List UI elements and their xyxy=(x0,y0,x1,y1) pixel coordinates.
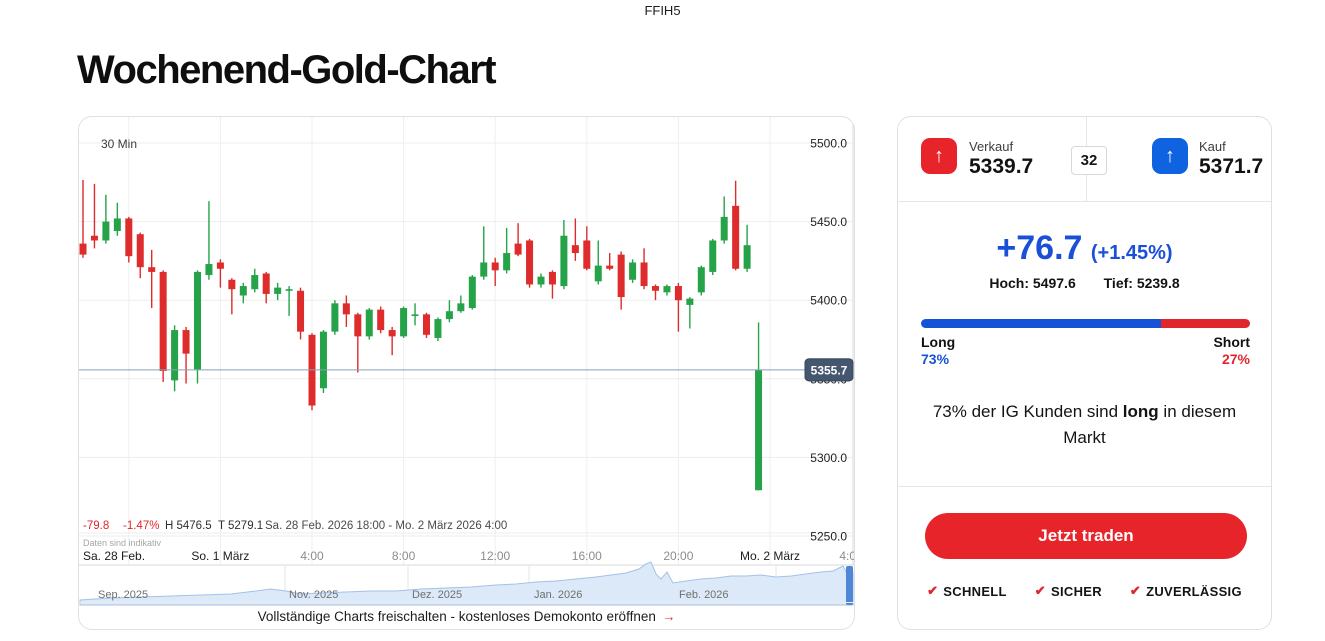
sentiment-sentence: 73% der IG Kunden sind long in diesem Ma… xyxy=(922,399,1247,451)
chart-stat: Sa. 28 Feb. 2026 18:00 - Mo. 2 März 2026… xyxy=(265,520,507,532)
buy-button[interactable]: ↑ xyxy=(1152,138,1188,174)
check-icon: ✔ xyxy=(1129,583,1142,598)
sentiment-percentages: 73% 27% xyxy=(921,351,1250,367)
sell-label: Verkauf xyxy=(969,139,1014,154)
deal-ticket: ↑ Verkauf 5339.7 32 ↑ Kauf 5371.7 +76.7 … xyxy=(897,116,1272,630)
page-title: Wochenend-Gold-Chart xyxy=(77,48,497,92)
navigator-handle[interactable] xyxy=(846,566,853,605)
short-segment xyxy=(1161,319,1250,328)
low-value: Tief: 5239.8 xyxy=(1103,275,1180,291)
navigator-area xyxy=(79,561,854,606)
high-value: Hoch: 5497.6 xyxy=(989,275,1076,291)
change-percent: (+1.45%) xyxy=(1090,242,1173,264)
x-axis-label: 16:00 xyxy=(572,549,602,563)
candles-layer xyxy=(79,179,763,491)
client-sentiment-bar xyxy=(921,319,1250,328)
x-axis-label: 4:00 xyxy=(300,549,324,563)
y-axis-tick: 5300.0 xyxy=(810,451,847,465)
y-axis-tick: 5400.0 xyxy=(810,294,847,308)
check-icon: ✔ xyxy=(1034,583,1046,598)
trust-badge: ✔ ZUVERLÄSSIG xyxy=(1130,583,1242,599)
chart-stat: -1.47% xyxy=(123,520,159,532)
spread-value: 32 xyxy=(1071,146,1107,175)
timeframe-label: 30 Min xyxy=(101,137,137,151)
long-segment xyxy=(921,319,1162,328)
long-percent: 73% xyxy=(921,351,950,367)
sentence-bold: long xyxy=(1122,402,1159,421)
navigator-label: Nov. 2025 xyxy=(289,589,338,601)
svg-text:5355.7: 5355.7 xyxy=(811,363,848,377)
change-value: +76.7 xyxy=(996,229,1083,267)
banner-text: Vollständige Charts freischalten - koste… xyxy=(257,608,656,624)
unlock-charts-banner[interactable]: Vollständige Charts freischalten - koste… xyxy=(79,602,854,629)
x-axis-label: 8:00 xyxy=(392,549,416,563)
x-axis-label: Mo. 2 März xyxy=(740,549,800,563)
arrow-up-icon: ↑ xyxy=(1165,144,1175,167)
navigator-label: Feb. 2026 xyxy=(679,589,729,601)
trust-badge: ✔ SICHER xyxy=(1035,583,1102,599)
daily-change: +76.7 (+1.45%) xyxy=(898,229,1271,268)
disclaimer: Daten sind indikativ xyxy=(83,538,162,548)
trust-badges: ✔ SCHNELL ✔ SICHER ✔ ZUVERLÄSSIG xyxy=(898,583,1271,599)
arrow-up-icon: ↑ xyxy=(934,144,944,167)
trade-now-button[interactable]: Jetzt traden xyxy=(925,513,1247,559)
sentence-suffix: in diesem Markt xyxy=(1063,402,1237,447)
buy-label: Kauf xyxy=(1199,139,1226,154)
y-axis-tick: 5500.0 xyxy=(810,137,847,151)
gold-chart-card: 30 Min5355.75500.05450.05400.05350.05300… xyxy=(78,116,855,630)
sentiment-labels: Long Short xyxy=(921,334,1250,350)
sell-quote: Verkauf 5339.7 xyxy=(969,139,1033,179)
sell-button[interactable]: ↑ xyxy=(921,138,957,174)
long-label: Long xyxy=(921,334,956,350)
chart-stat: -79.8 xyxy=(83,520,109,532)
buy-price: 5371.7 xyxy=(1199,155,1264,178)
short-label: Short xyxy=(1213,334,1250,350)
candlestick-chart[interactable]: 30 Min5355.75500.05450.05400.05350.05300… xyxy=(79,117,855,606)
badge-label: ZUVERLÄSSIG xyxy=(1146,583,1242,599)
badge-label: SICHER xyxy=(1051,583,1102,599)
check-icon: ✔ xyxy=(927,583,939,598)
chart-stat: T 5279.1 xyxy=(218,520,263,532)
y-axis-tick: 5250.0 xyxy=(810,530,847,544)
y-axis-tick: 5450.0 xyxy=(810,215,847,229)
x-axis-label: Sa. 28 Feb. xyxy=(83,549,145,563)
x-axis-label: 4:0 xyxy=(839,549,855,563)
chart-stat: H 5476.5 xyxy=(165,520,212,532)
divider xyxy=(898,201,1271,202)
sell-price: 5339.7 xyxy=(969,155,1034,178)
instrument-symbol: FFIH5 xyxy=(644,3,681,18)
short-percent: 27% xyxy=(1221,351,1250,367)
high-low-row: Hoch: 5497.6 Tief: 5239.8 xyxy=(898,275,1271,291)
navigator-label: Jan. 2026 xyxy=(534,589,582,601)
sentence-prefix: 73% der IG Kunden sind xyxy=(932,402,1123,421)
navigator-label: Sep. 2025 xyxy=(98,589,148,601)
navigator-label: Dez. 2025 xyxy=(412,589,462,601)
x-axis-label: 12:00 xyxy=(480,549,510,563)
buy-quote: Kauf 5371.7 xyxy=(1199,139,1263,179)
arrow-right-icon: → xyxy=(661,608,676,624)
x-axis-label: 20:00 xyxy=(663,549,693,563)
x-axis-label: So. 1 März xyxy=(191,549,249,563)
trust-badge: ✔ SCHNELL xyxy=(927,583,1007,599)
badge-label: SCHNELL xyxy=(943,583,1007,599)
divider xyxy=(898,486,1271,487)
